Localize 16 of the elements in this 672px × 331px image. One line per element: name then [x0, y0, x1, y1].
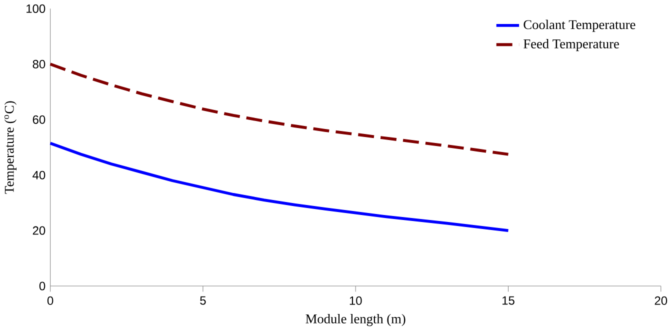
x-tick-label: 20 — [654, 296, 668, 306]
y-axis-title: Temperature ($^{o}$C) — [4, 101, 17, 194]
y-tick-label: 40 — [32, 171, 46, 180]
legend-label: Coolant Temperature — [524, 20, 636, 32]
x-tick-label: 0 — [47, 296, 54, 306]
y-tick-label: 80 — [32, 60, 46, 69]
x-tick-label: 10 — [350, 296, 362, 306]
y-tick-label: 60 — [32, 116, 46, 124]
line-series — [48, 62, 510, 156]
x-tick-label: 15 — [502, 296, 514, 305]
x-tick-label: 5 — [200, 296, 206, 305]
legend-label: Feed Temperature — [524, 39, 619, 52]
x-axis-title: Module length (m) — [306, 314, 406, 326]
y-tick-label: 20 — [32, 226, 46, 236]
y-tick-label: 0 — [39, 282, 46, 290]
y-tick-label: 100 — [26, 4, 46, 14]
